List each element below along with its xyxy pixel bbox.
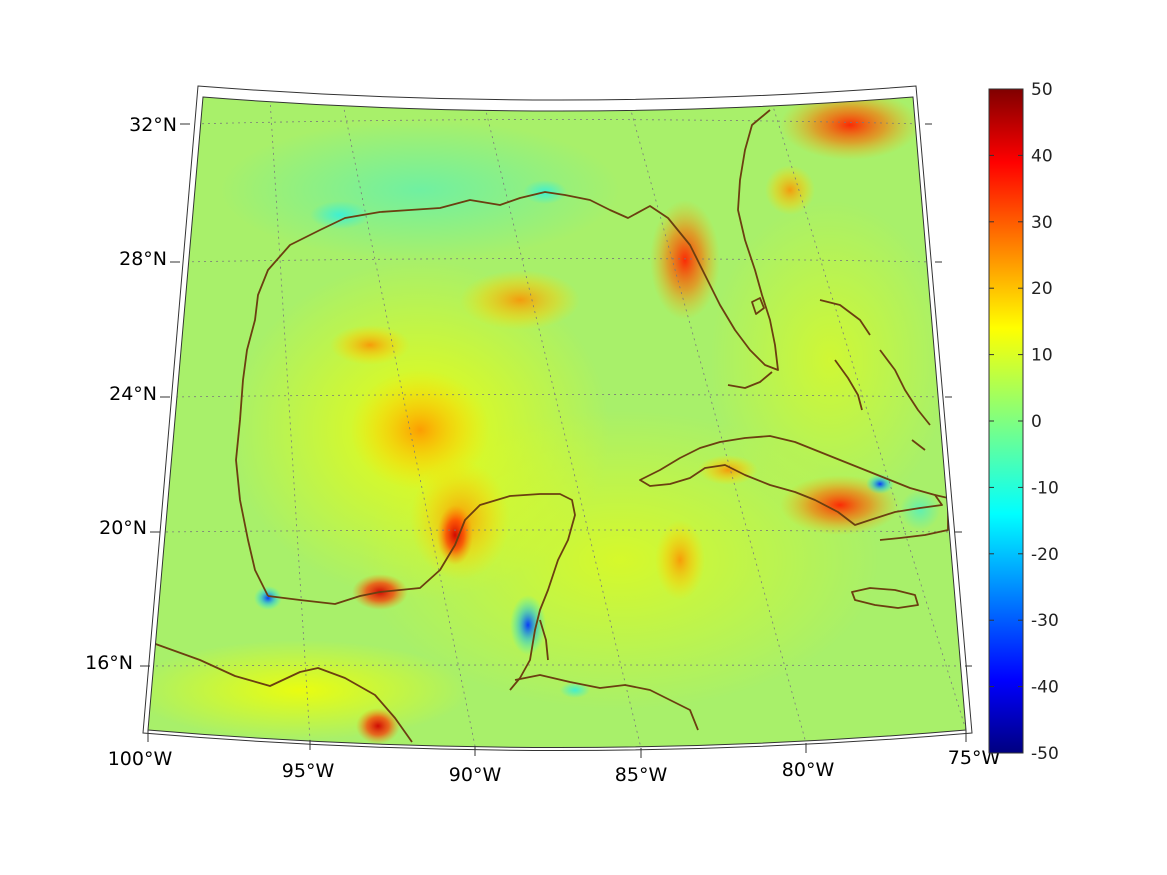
lon-label-80w: 80°W (782, 759, 835, 781)
lon-label-95w: 95°W (282, 760, 335, 782)
central-america-coastline (149, 641, 413, 743)
colorbar-tick-label: 10 (1031, 346, 1053, 366)
frame-ticks (140, 123, 972, 758)
meridian-85w (484, 106, 642, 748)
colorbar-tick-label: -40 (1031, 678, 1059, 698)
colorbar: 50 40 30 20 10 0 -10 -20 -30 -40 -50 (988, 80, 1059, 764)
meridian-95w (269, 98, 311, 741)
colorbar-tick-label: -50 (1031, 744, 1059, 764)
lon-label-100w: 100°W (108, 748, 173, 770)
colorbar-tick-label: 20 (1031, 279, 1053, 299)
florida-keys (727, 371, 773, 389)
gulf-coastline (267, 493, 576, 691)
longitude-labels: 100°W 95°W 90°W 85°W 80°W 75°W (108, 747, 1001, 786)
jamaica-coastline (851, 587, 919, 609)
parallel-16n (149, 664, 966, 667)
lat-label-16n: 16°N (85, 652, 133, 674)
anomaly-field (148, 97, 966, 748)
latitude-labels: 32°N 28°N 24°N 20°N 16°N (85, 114, 177, 674)
cuba-coastline (639, 435, 943, 526)
lat-label-28n: 28°N (119, 248, 167, 270)
colorbar-tick-label: 0 (1031, 412, 1042, 432)
hispaniola-coastline (879, 494, 949, 541)
lake-okeechobee (751, 297, 765, 315)
parallel-32n (189, 119, 926, 125)
parallel-20n (159, 529, 956, 533)
parallel-28n (179, 258, 936, 263)
yucatan-islands (539, 619, 549, 661)
colorbar-tick-label: 30 (1031, 213, 1053, 233)
colorbar-tick-label: -20 (1031, 545, 1059, 565)
honduras-coastline (514, 674, 699, 731)
meridian-75w (771, 102, 966, 731)
colorbar-gradient (988, 88, 1024, 754)
colorbar-ticks: 50 40 30 20 10 0 -10 -20 -30 -40 -50 (989, 80, 1059, 764)
colorbar-tick-label: 40 (1031, 146, 1053, 166)
mexico-west-gulf-coast (235, 109, 779, 597)
lon-label-90w: 90°W (449, 764, 502, 786)
lat-label-32n: 32°N (129, 114, 177, 136)
lat-label-20n: 20°N (99, 517, 147, 539)
bahamas-islands (819, 299, 931, 451)
coastlines (149, 109, 949, 743)
lon-label-75w: 75°W (948, 747, 1001, 769)
meridian-90w (342, 103, 476, 747)
colorbar-tick-label: -30 (1031, 611, 1059, 631)
colorbar-tick-label: 50 (1031, 80, 1053, 100)
lon-label-85w: 85°W (615, 764, 668, 786)
lat-label-24n: 24°N (109, 383, 157, 405)
colorbar-tick-label: -10 (1031, 478, 1059, 498)
map-frame-inner (147, 96, 967, 748)
